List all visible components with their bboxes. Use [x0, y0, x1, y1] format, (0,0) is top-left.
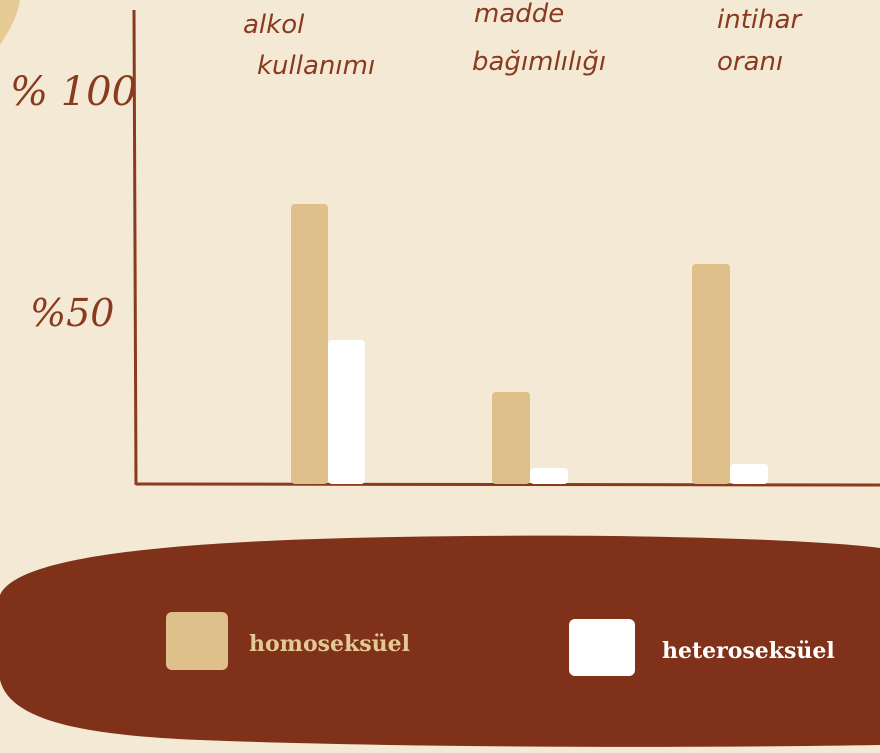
category-label-intihar-line2: oranı [717, 47, 783, 77]
bar-alkol-homoseksuel [291, 204, 328, 484]
legend-swatch-heteroseksuel [569, 619, 635, 676]
y-axis [132, 9, 138, 486]
legend-background [0, 535, 880, 747]
bars [291, 204, 768, 484]
legend-swatch-homoseksuel [166, 612, 228, 670]
category-label-intihar-line1: intihar [717, 5, 804, 35]
category-label-alkol-line2: kullanımı [257, 51, 375, 81]
y-tick-label-100: % 100 [10, 69, 137, 115]
bar-madde-heteroseksuel [530, 468, 568, 484]
bar-intihar-heteroseksuel [730, 464, 768, 484]
y-tick-label-50: %50 [30, 291, 114, 335]
legend-label-heteroseksuel: heteroseksüel [662, 638, 835, 664]
category-label-madde-line1: madde [474, 0, 564, 29]
category-label-alkol-line1: alkol [243, 10, 305, 40]
legend-label-homoseksuel: homoseksüel [249, 631, 410, 657]
bar-madde-homoseksuel [492, 392, 530, 484]
category-label-madde-line2: bağımlılığı [472, 47, 606, 77]
decorative-blob [0, 0, 20, 45]
x-axis [135, 482, 880, 487]
bar-intihar-homoseksuel [692, 264, 730, 484]
bar-alkol-heteroseksuel [328, 340, 365, 484]
